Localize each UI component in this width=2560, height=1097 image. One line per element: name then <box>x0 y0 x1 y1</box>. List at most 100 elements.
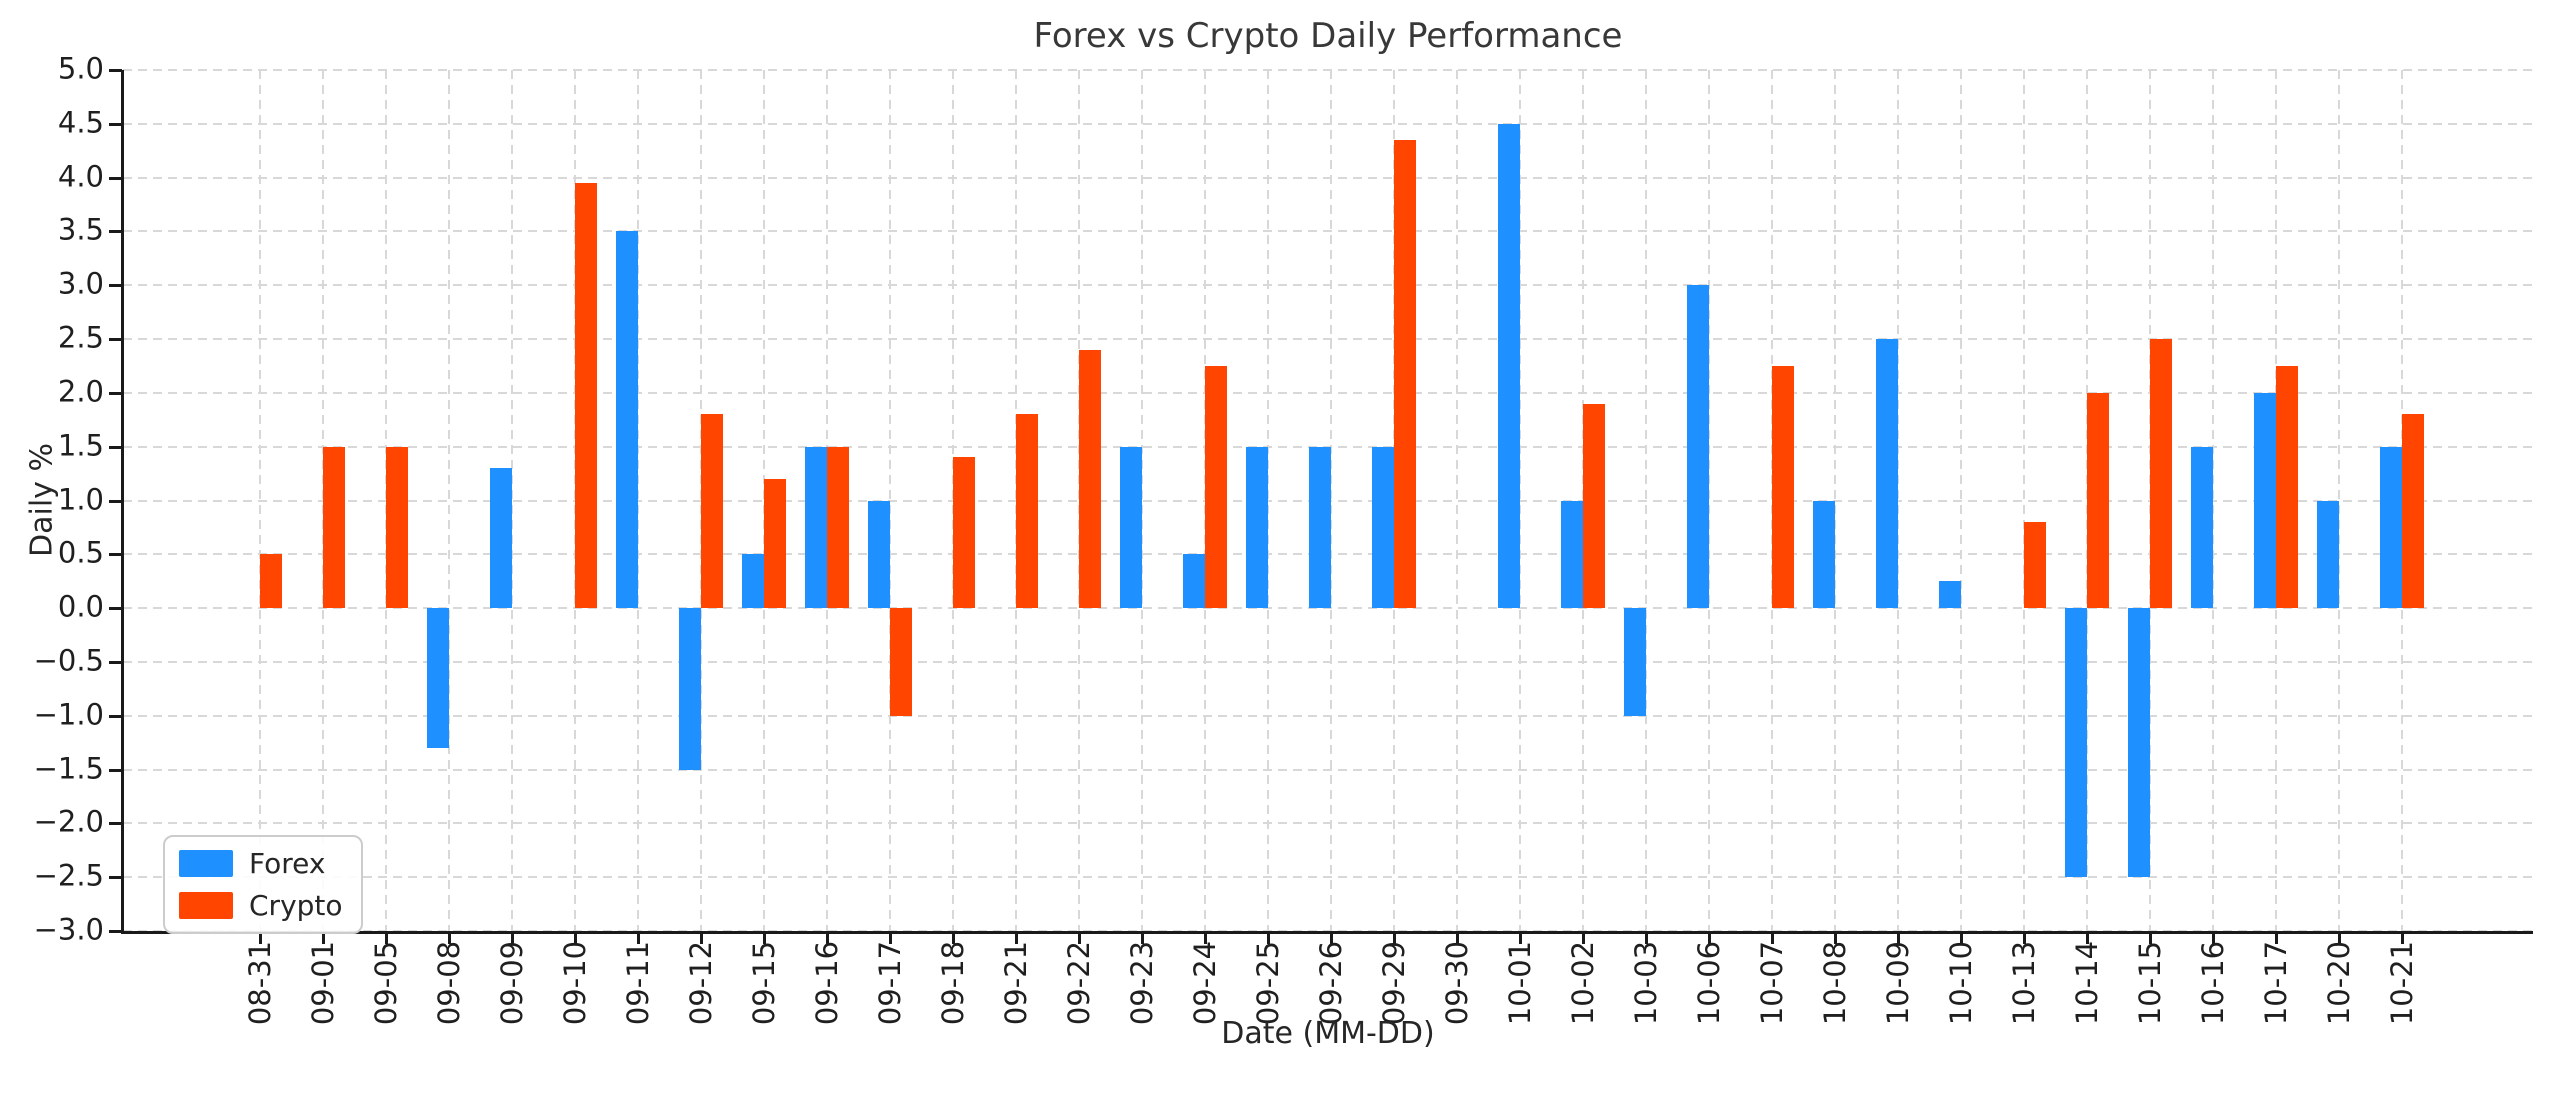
x-tick-mark-10-17 <box>2275 931 2278 944</box>
x-tick-label-text-10-09: 10-09 <box>1881 940 1915 1026</box>
x-tick-mark-10-07 <box>1771 931 1774 944</box>
y-tick-label-3.5: 3.5 <box>57 212 104 247</box>
hgridline-−2.5 <box>123 876 2533 879</box>
bar-forex-10-06 <box>1687 285 1709 609</box>
hgridline-4.0 <box>123 176 2533 179</box>
x-tick-mark-09-01 <box>322 931 325 944</box>
y-tick-mark-2.0 <box>109 391 122 395</box>
x-tick-label-text-10-08: 10-08 <box>1818 940 1852 1026</box>
y-tick-label-0.5: 0.5 <box>57 535 104 570</box>
x-tick-label-text-10-07: 10-07 <box>1755 940 1789 1026</box>
bar-crypto-09-01 <box>323 446 345 609</box>
x-axis-spine <box>121 931 2533 934</box>
x-tick-label-text-09-10: 09-10 <box>558 940 592 1026</box>
x-tick-mark-10-08 <box>1834 931 1837 944</box>
x-tick-mark-10-03 <box>1645 931 1648 944</box>
x-tick-mark-09-05 <box>385 931 388 944</box>
bar-crypto-09-17 <box>890 608 912 716</box>
x-tick-label-text-10-21: 10-21 <box>2385 940 2419 1026</box>
x-tick-mark-10-20 <box>2338 931 2341 944</box>
bar-forex-09-16 <box>805 446 827 609</box>
bar-forex-10-21 <box>2380 446 2402 609</box>
bar-forex-09-12 <box>679 608 701 770</box>
x-tick-label-text-09-30: 09-30 <box>1440 940 1474 1026</box>
hgridline-−0.5 <box>123 660 2533 663</box>
vgridline-10-01 <box>1519 70 1521 931</box>
y-tick-label-4.0: 4.0 <box>57 158 104 193</box>
bar-crypto-10-21 <box>2402 414 2424 609</box>
y-tick-label-−2.5: −2.5 <box>33 858 104 893</box>
x-tick-label-text-10-02: 10-02 <box>1566 940 1600 1026</box>
x-tick-label-text-10-01: 10-01 <box>1503 940 1537 1026</box>
x-tick-mark-10-10 <box>1960 931 1963 944</box>
bar-forex-10-01 <box>1498 123 1520 609</box>
y-tick-label-1.5: 1.5 <box>57 427 104 462</box>
x-tick-label-text-09-24: 09-24 <box>1188 940 1222 1026</box>
hgridline-3.5 <box>123 230 2533 233</box>
x-tick-label-text-09-15: 09-15 <box>747 940 781 1026</box>
x-tick-mark-10-13 <box>2023 931 2026 944</box>
vgridline-09-17 <box>889 70 891 931</box>
bar-forex-09-09 <box>490 468 512 609</box>
vgridline-09-09 <box>511 70 513 931</box>
hgridline-5.0 <box>123 69 2533 71</box>
y-tick-mark-1.5 <box>109 445 122 449</box>
bar-forex-09-25 <box>1246 446 1268 609</box>
bar-crypto-09-22 <box>1079 349 1101 609</box>
y-tick-label-1.0: 1.0 <box>57 481 104 516</box>
y-tick-mark-5.0 <box>109 69 122 72</box>
bar-forex-10-08 <box>1813 500 1835 609</box>
x-tick-mark-10-06 <box>1708 931 1711 944</box>
y-tick-mark-1.0 <box>109 499 122 503</box>
vgridline-10-08 <box>1834 70 1836 931</box>
y-tick-label-4.5: 4.5 <box>57 105 104 140</box>
y-tick-mark-0.5 <box>109 553 122 557</box>
vgridline-10-13 <box>2023 70 2025 931</box>
y-tick-label-2.5: 2.5 <box>57 320 104 355</box>
x-tick-label-text-09-29: 09-29 <box>1377 940 1411 1026</box>
hgridline-3.0 <box>123 284 2533 287</box>
bar-crypto-09-12 <box>701 414 723 609</box>
x-axis-label: Date (MM-DD) <box>1221 1016 1435 1051</box>
bar-crypto-10-15 <box>2150 339 2172 609</box>
x-tick-label-text-09-17: 09-17 <box>873 940 907 1026</box>
y-tick-label-−1.0: −1.0 <box>33 697 104 732</box>
bar-forex-09-24 <box>1183 554 1205 609</box>
x-tick-label-text-09-16: 09-16 <box>810 940 844 1026</box>
hgridline-2.0 <box>123 391 2533 394</box>
x-tick-label-text-09-09: 09-09 <box>495 940 529 1026</box>
vgridline-08-31 <box>259 70 261 931</box>
x-tick-label-text-10-15: 10-15 <box>2133 940 2167 1026</box>
x-tick-label-text-10-14: 10-14 <box>2070 940 2104 1026</box>
y-tick-label-−3.0: −3.0 <box>33 912 104 947</box>
x-tick-mark-09-15 <box>763 931 766 944</box>
bar-crypto-08-31 <box>260 554 282 609</box>
y-tick-mark-−2.0 <box>109 822 122 826</box>
x-tick-mark-10-16 <box>2212 931 2215 944</box>
x-tick-mark-09-18 <box>952 931 955 944</box>
bar-crypto-10-02 <box>1583 403 1605 609</box>
x-tick-mark-09-08 <box>448 931 451 944</box>
x-tick-label-text-10-13: 10-13 <box>2007 940 2041 1026</box>
legend-label-crypto: Crypto <box>249 889 343 922</box>
x-tick-mark-10-14 <box>2086 931 2089 944</box>
hgridline-2.5 <box>123 338 2533 341</box>
x-tick-label-text-09-23: 09-23 <box>1125 940 1159 1026</box>
bar-crypto-09-10 <box>575 183 597 609</box>
bar-crypto-09-15 <box>764 478 786 609</box>
legend-item-crypto: Crypto <box>179 889 343 922</box>
x-tick-label-text-10-03: 10-03 <box>1629 940 1663 1026</box>
x-tick-label-text-09-01: 09-01 <box>306 940 340 1026</box>
x-tick-mark-10-09 <box>1897 931 1900 944</box>
x-tick-mark-09-21 <box>1015 931 1018 944</box>
x-tick-label-text-10-16: 10-16 <box>2196 940 2230 1026</box>
y-tick-mark-−1.0 <box>109 714 122 718</box>
x-tick-label-text-10-06: 10-06 <box>1692 940 1726 1026</box>
bar-forex-09-08 <box>427 608 449 749</box>
vgridline-10-09 <box>1897 70 1899 931</box>
y-tick-mark-−3.0 <box>109 930 122 933</box>
x-tick-label-text-09-25: 09-25 <box>1251 940 1285 1026</box>
x-tick-label-text-10-17: 10-17 <box>2259 940 2293 1026</box>
legend-label-forex: Forex <box>249 847 326 880</box>
bar-forex-10-09 <box>1876 339 1898 609</box>
